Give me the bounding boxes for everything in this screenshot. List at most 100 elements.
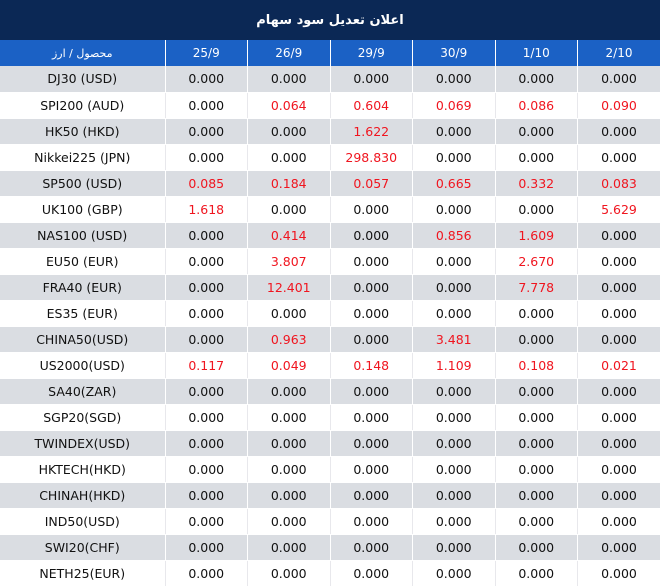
symbol-cell: DJ30 (USD) xyxy=(0,66,166,93)
value-cell: 0.086 xyxy=(495,92,578,119)
value-cell: 0.000 xyxy=(247,456,331,483)
value-cell: 0.108 xyxy=(495,352,578,379)
table-row: SWI20(CHF) 0.000 0.000 0.000 0.000 0.000 0.000 xyxy=(0,534,660,561)
value-cell: 0.000 xyxy=(495,118,578,145)
value-cell: 0.000 xyxy=(495,144,578,171)
value-cell: 1.622 xyxy=(330,118,413,145)
value-cell: 0.000 xyxy=(330,404,413,431)
symbol-cell: HK50 (HKD) xyxy=(0,118,166,145)
value-cell: 0.064 xyxy=(247,92,331,119)
value-cell: 0.000 xyxy=(495,534,578,561)
value-cell: 0.049 xyxy=(247,352,331,379)
value-cell: 0.963 xyxy=(247,326,331,353)
value-cell: 0.000 xyxy=(330,534,413,561)
value-cell: 0.665 xyxy=(412,170,496,197)
header-date: 30/9 xyxy=(412,40,496,66)
value-cell: 0.000 xyxy=(165,456,248,483)
value-cell: 0.000 xyxy=(495,430,578,457)
symbol-cell: US2000(USD) xyxy=(0,352,166,379)
value-cell: 0.000 xyxy=(495,378,578,405)
value-cell: 0.000 xyxy=(247,300,331,327)
value-cell: 0.000 xyxy=(247,560,331,587)
value-cell: 0.000 xyxy=(165,92,248,119)
value-cell: 0.000 xyxy=(330,300,413,327)
value-cell: 0.000 xyxy=(412,300,496,327)
value-cell: 0.000 xyxy=(495,326,578,353)
value-cell: 0.000 xyxy=(165,404,248,431)
header-date: 2/10 xyxy=(577,40,660,66)
table-row: SP500 (USD) 0.085 0.184 0.057 0.665 0.332 0.08… xyxy=(0,170,660,197)
value-cell: 298.830 xyxy=(330,144,413,171)
header-date: 26/9 xyxy=(247,40,331,66)
value-cell: 0.000 xyxy=(412,430,496,457)
symbol-cell: NAS100 (USD) xyxy=(0,222,166,249)
value-cell: 0.000 xyxy=(165,534,248,561)
value-cell: 0.000 xyxy=(330,508,413,535)
symbol-cell: SA40(ZAR) xyxy=(0,378,166,405)
value-cell: 0.000 xyxy=(412,274,496,301)
table-row: SPI200 (AUD) 0.000 0.064 0.604 0.069 0.086 0.0… xyxy=(0,92,660,119)
table-row: EU50 (EUR) 0.000 3.807 0.000 0.000 2.670 0.000 xyxy=(0,248,660,275)
value-cell: 7.778 xyxy=(495,274,578,301)
value-cell: 12.401 xyxy=(247,274,331,301)
value-cell: 0.000 xyxy=(577,456,660,483)
value-cell: 0.000 xyxy=(412,482,496,509)
value-cell: 0.000 xyxy=(495,508,578,535)
table-row: ES35 (EUR) 0.000 0.000 0.000 0.000 0.000 0.000 xyxy=(0,300,660,327)
symbol-cell: IND50(USD) xyxy=(0,508,166,535)
value-cell: 0.000 xyxy=(577,66,660,93)
value-cell: 0.000 xyxy=(247,404,331,431)
value-cell: 0.148 xyxy=(330,352,413,379)
value-cell: 0.000 xyxy=(165,66,248,93)
value-cell: 0.000 xyxy=(577,222,660,249)
value-cell: 0.000 xyxy=(247,378,331,405)
value-cell: 0.000 xyxy=(577,482,660,509)
value-cell: 0.000 xyxy=(495,482,578,509)
value-cell: 0.000 xyxy=(495,456,578,483)
value-cell: 0.000 xyxy=(412,248,496,275)
table-row: HKTECH(HKD) 0.000 0.000 0.000 0.000 0.000 0.00… xyxy=(0,456,660,483)
symbol-cell: NETH25(EUR) xyxy=(0,560,166,587)
table-row: IND50(USD) 0.000 0.000 0.000 0.000 0.000 0.000 xyxy=(0,508,660,535)
value-cell: 2.670 xyxy=(495,248,578,275)
value-cell: 0.000 xyxy=(495,196,578,223)
value-cell: 0.000 xyxy=(495,560,578,587)
symbol-cell: SWI20(CHF) xyxy=(0,534,166,561)
value-cell: 3.807 xyxy=(247,248,331,275)
value-cell: 0.083 xyxy=(577,170,660,197)
value-cell: 5.629 xyxy=(577,196,660,223)
symbol-cell: Nikkei225 (JPN) xyxy=(0,144,166,171)
value-cell: 1.609 xyxy=(495,222,578,249)
value-cell: 0.021 xyxy=(577,352,660,379)
value-cell: 0.000 xyxy=(412,118,496,145)
table-body: DJ30 (USD) 0.000 0.000 0.000 0.000 0.000 0.000… xyxy=(0,66,660,587)
value-cell: 0.000 xyxy=(577,404,660,431)
table-row: SGP20(SGD) 0.000 0.000 0.000 0.000 0.000 0.000 xyxy=(0,404,660,431)
value-cell: 0.000 xyxy=(165,482,248,509)
value-cell: 1.618 xyxy=(165,196,248,223)
table-row: UK100 (GBP) 1.618 0.000 0.000 0.000 0.000 5.62… xyxy=(0,196,660,223)
value-cell: 0.000 xyxy=(577,300,660,327)
value-cell: 1.109 xyxy=(412,352,496,379)
symbol-cell: SPI200 (AUD) xyxy=(0,92,166,119)
value-cell: 0.000 xyxy=(330,456,413,483)
table-row: NETH25(EUR) 0.000 0.000 0.000 0.000 0.000 0.00… xyxy=(0,560,660,587)
symbol-cell: SGP20(SGD) xyxy=(0,404,166,431)
header-row: محصول / ارز 25/9 26/9 29/9 30/9 1/10 2/1… xyxy=(0,40,660,66)
value-cell: 0.000 xyxy=(330,248,413,275)
symbol-cell: CHINAH(HKD) xyxy=(0,482,166,509)
value-cell: 0.069 xyxy=(412,92,496,119)
value-cell: 0.000 xyxy=(577,326,660,353)
value-cell: 0.000 xyxy=(577,248,660,275)
value-cell: 0.000 xyxy=(577,378,660,405)
value-cell: 0.000 xyxy=(330,196,413,223)
value-cell: 0.000 xyxy=(165,274,248,301)
value-cell: 0.000 xyxy=(165,508,248,535)
table-row: HK50 (HKD) 0.000 0.000 1.622 0.000 0.000 0.000 xyxy=(0,118,660,145)
value-cell: 0.000 xyxy=(165,560,248,587)
value-cell: 0.000 xyxy=(247,66,331,93)
table-row: CHINA50(USD) 0.000 0.963 0.000 3.481 0.000 0.0… xyxy=(0,326,660,353)
table-row: NAS100 (USD) 0.000 0.414 0.000 0.856 1.609 0.0… xyxy=(0,222,660,249)
value-cell: 0.000 xyxy=(330,274,413,301)
